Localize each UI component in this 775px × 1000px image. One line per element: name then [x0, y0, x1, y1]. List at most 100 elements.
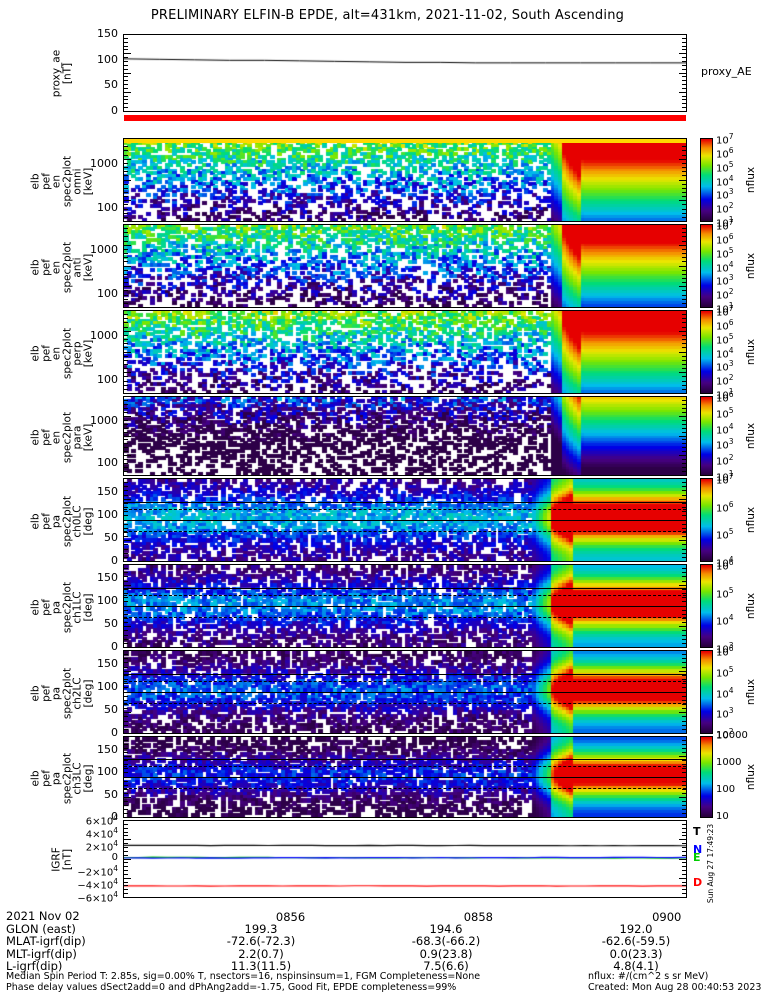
reference-line — [124, 588, 686, 589]
reference-line — [124, 595, 686, 596]
panel-en_perp — [123, 310, 687, 394]
axis-tick — [682, 601, 686, 603]
axis-tick — [124, 601, 128, 603]
axis-tick — [682, 459, 686, 461]
axis-tick — [124, 490, 128, 492]
axis-tick — [682, 380, 686, 382]
axis-tick — [124, 642, 128, 644]
axis-tick — [124, 812, 128, 814]
axis-tick — [124, 654, 128, 656]
axis-tick — [124, 536, 128, 538]
axis-tick — [679, 820, 686, 821]
axis-tick — [124, 343, 128, 345]
panel-pa_ch1LC — [123, 564, 687, 648]
axis-tick — [679, 53, 686, 55]
igrf-trace-label-D: D — [693, 876, 703, 890]
status-bar-red — [124, 115, 686, 121]
axis-tick — [124, 435, 131, 437]
axis-tick — [682, 347, 686, 349]
axis-tick — [124, 475, 131, 476]
axis-tick — [682, 679, 686, 681]
axis-tick — [124, 507, 128, 509]
axis-tick — [679, 478, 686, 479]
axis-tick — [124, 881, 128, 883]
axis-tick — [682, 99, 686, 101]
axis-tick — [124, 415, 131, 417]
axis-tick — [682, 411, 686, 413]
axis-tick — [679, 561, 686, 562]
axis-tick — [124, 817, 131, 818]
note-nflux-units: nflux: #/(cm^2 s sr MeV) — [588, 971, 709, 982]
axis-tick — [682, 666, 686, 668]
axis-tick — [682, 57, 686, 59]
axis-tick — [124, 158, 131, 160]
colorbar-tick-label: 104 — [716, 259, 734, 274]
colorbar-en_perp — [700, 310, 713, 394]
axis-tick — [124, 780, 128, 782]
panel-proxy_ae — [123, 34, 687, 112]
axis-tick — [124, 626, 131, 628]
footer-cell: 192.0 — [619, 921, 653, 936]
axis-tick — [682, 318, 686, 320]
reference-line — [124, 674, 686, 675]
ytick-label: 50 — [104, 78, 118, 92]
axis-tick — [124, 286, 131, 288]
axis-tick — [682, 261, 686, 263]
axis-tick — [682, 823, 686, 825]
axis-tick — [682, 162, 686, 164]
status-bar-yellow — [124, 139, 686, 143]
axis-tick — [682, 792, 686, 794]
axis-tick — [682, 399, 686, 401]
colorbar-tick-label: 102 — [716, 453, 734, 468]
axis-tick — [682, 548, 686, 550]
axis-tick — [124, 502, 128, 504]
ytick-label: 100 — [97, 593, 118, 607]
axis-tick — [682, 630, 686, 632]
axis-tick — [124, 183, 128, 185]
axis-tick — [682, 467, 686, 469]
axis-tick — [679, 330, 686, 332]
axis-tick — [682, 552, 686, 554]
axis-tick — [682, 870, 686, 872]
axis-tick — [682, 835, 686, 837]
footer-notes-right: nflux: #/(cm^2 s sr MeV) Created: Mon Au… — [588, 971, 761, 993]
axis-tick — [682, 494, 686, 496]
axis-tick — [682, 622, 686, 624]
axis-tick — [682, 253, 686, 255]
axis-tick — [124, 630, 128, 632]
axis-tick — [682, 41, 686, 43]
ytick-label: 100 — [97, 679, 118, 693]
axis-tick — [679, 200, 686, 202]
axis-tick — [682, 593, 686, 595]
axis-tick — [682, 196, 686, 198]
axis-tick — [124, 617, 128, 619]
footer-row: MLT-igrf(dip) 2.2(0.7) 0.9(23.8) 0.0(23.3) — [6, 948, 775, 961]
colorbar-tick-label: 103 — [716, 359, 734, 374]
axis-tick — [124, 212, 128, 214]
axis-tick — [682, 843, 686, 845]
axis-tick — [124, 605, 131, 607]
axis-tick — [124, 820, 131, 821]
footer-table: 2021 Nov 02 0856 0858 0900 GLON (east) 199.3 1… — [6, 910, 775, 973]
ytick-label: 0 — [111, 810, 118, 823]
axis-tick — [124, 885, 128, 887]
axis-tick — [124, 687, 128, 689]
axis-tick — [124, 363, 128, 365]
axis-tick — [124, 37, 128, 39]
axis-tick — [682, 556, 686, 558]
axis-tick — [682, 154, 686, 156]
axis-tick — [679, 372, 686, 374]
axis-tick — [682, 490, 686, 492]
axis-tick — [679, 158, 686, 160]
axis-tick — [124, 683, 128, 685]
axis-tick — [124, 580, 128, 582]
axis-tick — [679, 584, 686, 586]
ytick-label: 1000 — [90, 413, 118, 427]
colorbar-title: nflux — [745, 592, 758, 620]
axis-tick — [682, 60, 686, 62]
colorbar-tick-label: 102 — [716, 727, 734, 742]
colorbar-tick-label: 100 — [716, 784, 736, 795]
axis-tick — [124, 515, 128, 517]
colorbar-en_omni — [700, 138, 713, 222]
render-timestamp: Sun Aug 27 17:49:23 — [706, 823, 716, 904]
